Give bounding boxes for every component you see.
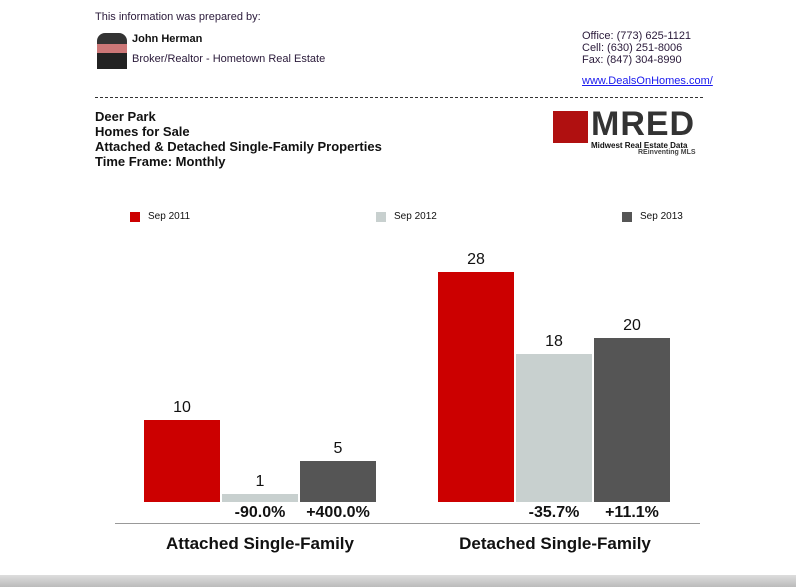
legend-item: Sep 2012 [376, 211, 437, 222]
divider [95, 97, 703, 98]
legend-item: Sep 2013 [622, 211, 683, 222]
change-label: -35.7% [528, 504, 580, 521]
x-axis [115, 523, 700, 524]
website-link[interactable]: www.DealsOnHomes.com/ [582, 75, 713, 87]
report-area: Deer Park [95, 109, 156, 124]
fax-number: Fax: (847) 304-8990 [582, 54, 682, 66]
legend-swatch [376, 211, 386, 222]
change-label: +400.0% [306, 504, 370, 521]
bar-value-label: 1 [255, 472, 265, 490]
cell-phone: Cell: (630) 251-8006 [582, 42, 683, 54]
bar-value-label: 20 [623, 316, 641, 334]
bar [144, 419, 220, 502]
prepared-by-label: This information was prepared by: [95, 11, 261, 23]
category-label: Attached Single-Family [166, 534, 354, 553]
agent-name: John Herman [132, 33, 203, 45]
legend-label: Sep 2011 [148, 211, 191, 222]
agent-title: Broker/Realtor - Hometown Real Estate [132, 53, 326, 65]
bar-value-label: 5 [333, 439, 343, 457]
bar [516, 354, 592, 502]
bar [594, 337, 670, 502]
bottom-bar [0, 575, 796, 587]
office-phone: Office: (773) 625-1121 [582, 30, 692, 42]
legend-swatch [622, 211, 632, 222]
report-time-frame: Time Frame: Monthly [95, 154, 226, 169]
legend-item: Sep 2011 [130, 211, 190, 222]
bar-value-label: 18 [545, 333, 563, 351]
report-subject: Homes for Sale [95, 124, 190, 139]
bar [438, 272, 514, 502]
change-label: +11.1% [605, 504, 659, 521]
mred-logo: MRED Midwest Real Estate Data REinventin… [553, 105, 703, 157]
bar [300, 460, 376, 502]
logo-star-icon [553, 111, 588, 143]
report-property-types: Attached & Detached Single-Family Proper… [95, 139, 382, 154]
legend-label: Sep 2012 [394, 211, 437, 222]
bar [222, 493, 298, 502]
legend-swatch [130, 211, 140, 222]
change-label: -90.0% [234, 504, 286, 521]
agent-photo [97, 33, 127, 69]
bar-value-label: 28 [467, 251, 485, 268]
bar-value-label: 10 [173, 398, 191, 416]
legend-label: Sep 2013 [640, 211, 683, 222]
category-label: Detached Single-Family [459, 534, 651, 553]
